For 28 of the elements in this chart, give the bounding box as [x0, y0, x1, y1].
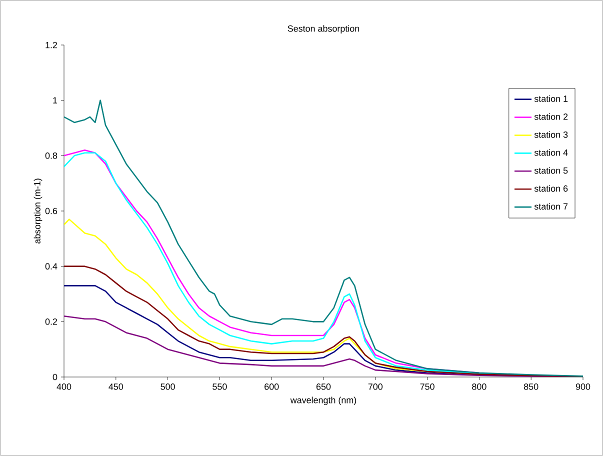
y-axis-title: absorption (m-1) — [34, 178, 42, 244]
x-tick-label: 450 — [108, 384, 124, 390]
y-tick-label: 0 — [52, 374, 58, 380]
legend-label: station 7 — [534, 203, 568, 210]
legend-label: station 3 — [534, 131, 568, 138]
chart-title: Seston absorption — [288, 25, 360, 34]
y-tick-label: 1.2 — [46, 42, 58, 48]
legend-label: station 5 — [534, 167, 568, 174]
x-tick-label: 900 — [576, 384, 590, 390]
x-tick-label: 400 — [56, 384, 72, 390]
x-tick-label: 850 — [524, 384, 538, 390]
legend-label: station 4 — [534, 149, 568, 156]
y-tick-label: 0.6 — [45, 208, 58, 214]
y-tick-label: 0.4 — [45, 263, 58, 270]
legend-label: station 1 — [534, 95, 568, 102]
x-tick-label: 700 — [368, 384, 383, 390]
y-tick-label: 0.2 — [45, 318, 58, 325]
x-tick-label: 500 — [160, 384, 175, 390]
y-tick-label: 1 — [53, 97, 58, 104]
x-tick-label: 550 — [212, 384, 227, 390]
y-tick-label: 0.8 — [45, 152, 58, 159]
legend-label: station 6 — [534, 185, 568, 192]
x-axis-title: wavelength (nm) — [290, 396, 356, 406]
x-tick-label: 750 — [420, 384, 434, 390]
x-tick-label: 600 — [264, 384, 279, 390]
x-tick-label: 650 — [316, 384, 331, 390]
legend-label: station 2 — [534, 113, 568, 120]
x-tick-label: 800 — [472, 384, 486, 390]
